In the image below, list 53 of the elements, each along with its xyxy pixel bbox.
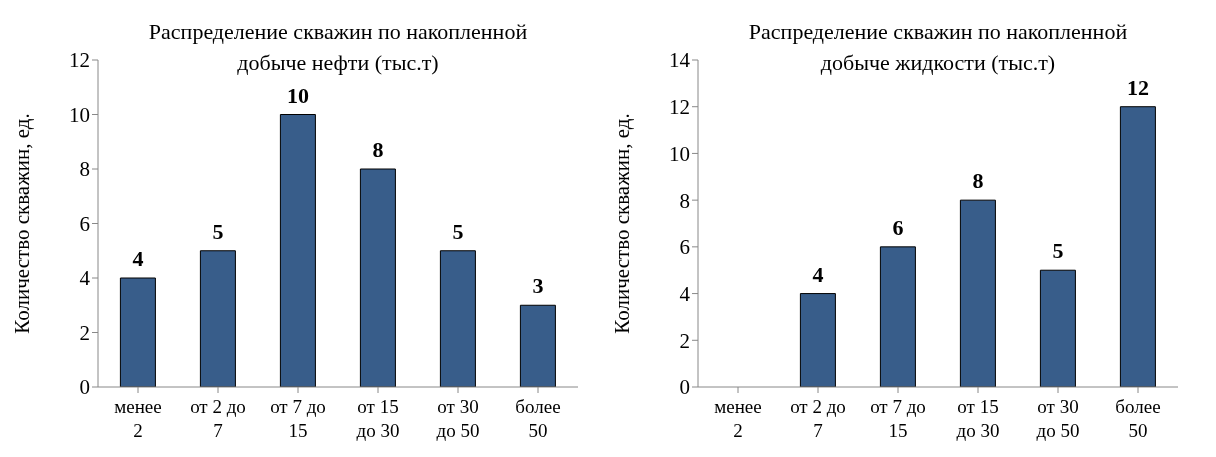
y-tick-label: 6	[679, 235, 690, 260]
y-tick-label: 8	[679, 188, 690, 213]
x-tick-label: от 30 до 50	[1036, 396, 1080, 441]
y-tick-label: 0	[679, 375, 690, 400]
data-label: 5	[452, 218, 464, 244]
y-tick-label: 10	[669, 141, 690, 166]
x-tick-label: от 30 до 50	[436, 396, 480, 441]
data-label: 4	[812, 261, 824, 287]
x-tick-label: от 15 до 30	[356, 396, 400, 441]
y-tick-label: 14	[669, 48, 691, 73]
data-label: 5	[212, 218, 224, 244]
x-tick-label: от 15 до 30	[956, 396, 1000, 441]
bar	[799, 293, 836, 387]
bar	[279, 114, 316, 387]
y-tick-label: 10	[69, 102, 90, 127]
y-axis-title: Количество скважин, ед.	[610, 113, 635, 334]
x-tick-label: от 7 до 15	[870, 396, 926, 441]
y-tick-label: 2	[79, 320, 90, 345]
bar	[1119, 106, 1156, 387]
x-tick-label: от 7 до 15	[270, 396, 326, 441]
x-tick-label: менее 2	[114, 396, 162, 441]
data-label: 4	[132, 246, 144, 271]
bar	[199, 250, 236, 387]
y-tick-label: 2	[679, 328, 690, 353]
y-tick-label: 12	[669, 95, 690, 120]
bar	[959, 199, 996, 387]
x-tick-label: более 50	[1115, 396, 1161, 441]
data-label: 6	[892, 214, 904, 240]
x-tick-label: менее 2	[714, 396, 762, 441]
chart-title: Распределение скважин по накопленной добыче жидкости (тыс.т)	[748, 19, 1128, 75]
data-label: 3	[532, 273, 544, 299]
x-tick-label: от 2 до 7	[790, 396, 846, 441]
data-label: 8	[372, 137, 384, 162]
bar	[119, 277, 156, 387]
y-tick-label: 4	[79, 266, 91, 291]
y-axis-title: Количество скважин, ед.	[10, 113, 35, 334]
y-tick-label: 6	[79, 211, 90, 236]
y-tick-label: 0	[79, 375, 90, 400]
data-label: 5	[1052, 238, 1064, 264]
bar	[359, 168, 396, 387]
bar	[879, 246, 916, 387]
bar	[439, 250, 476, 387]
x-tick-label: от 2 до 7	[190, 396, 246, 441]
data-label: 10	[286, 82, 309, 108]
data-label: 8	[972, 168, 984, 194]
chart-title: Распределение скважин по накопленной добыче нефти (тыс.т)	[147, 18, 529, 77]
y-tick-label: 8	[79, 157, 90, 182]
bar	[1039, 269, 1076, 387]
x-tick-label: более 50	[515, 396, 561, 441]
y-tick-label: 12	[69, 48, 90, 73]
y-tick-label: 4	[679, 282, 691, 307]
data-label: 12	[1126, 74, 1149, 100]
bar	[519, 304, 556, 387]
